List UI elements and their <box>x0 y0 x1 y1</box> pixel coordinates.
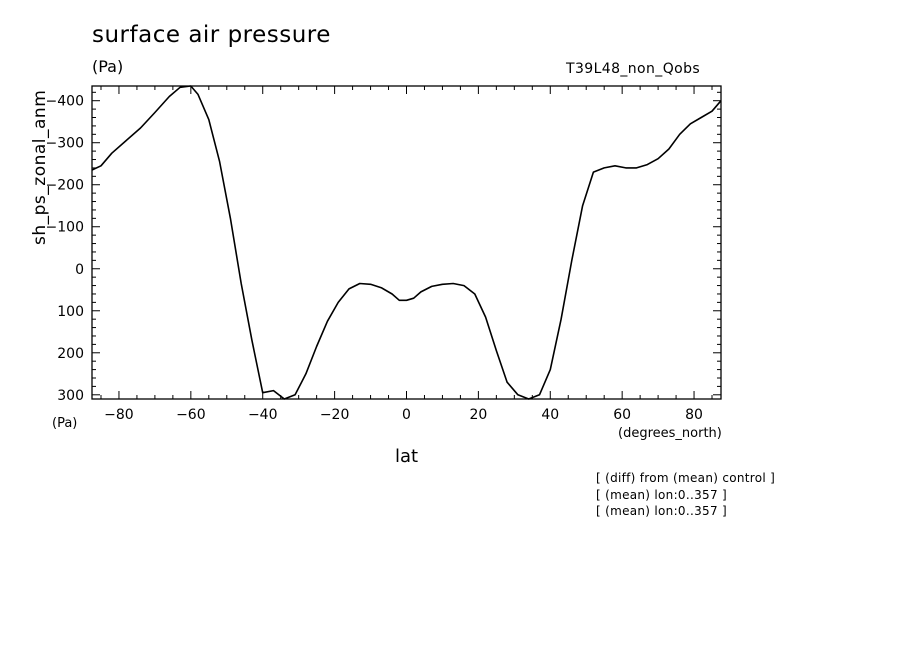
y-axis-unit: (Pa) <box>52 416 78 431</box>
x-axis-unit: (degrees_north) <box>618 426 722 441</box>
x-tick-label: −20 <box>320 407 350 423</box>
x-tick-label: −40 <box>248 407 278 423</box>
y-tick-label: 100 <box>57 304 84 320</box>
title-units: (Pa) <box>92 57 124 76</box>
y-tick-label: 200 <box>57 346 84 362</box>
note-line-2: [ (mean) lon:0..357 ] <box>596 488 727 502</box>
y-tick-label: −400 <box>46 94 84 110</box>
x-tick-label: 40 <box>541 407 559 423</box>
plot-frame <box>91 85 722 400</box>
run-name: T39L48_non_Qobs <box>566 61 701 77</box>
note-line-1: [ (diff) from (mean) control ] <box>596 471 776 485</box>
y-tick-label: 300 <box>57 388 84 404</box>
x-tick-label: −60 <box>176 407 206 423</box>
x-tick-label: 80 <box>685 407 703 423</box>
series-line <box>91 85 722 400</box>
x-tick-label: −80 <box>104 407 134 423</box>
y-tick-label: −300 <box>46 136 84 152</box>
y-tick-label: 0 <box>75 262 84 278</box>
chart-title: surface air pressure <box>92 22 331 48</box>
x-tick-label: 0 <box>402 407 411 423</box>
y-tick-label: −200 <box>46 178 84 194</box>
x-tick-label: 20 <box>469 407 487 423</box>
y-tick-label: −100 <box>46 220 84 236</box>
x-axis-label: lat <box>395 446 419 467</box>
note-line-3: [ (mean) lon:0..357 ] <box>596 504 727 518</box>
x-tick-label: 60 <box>613 407 631 423</box>
